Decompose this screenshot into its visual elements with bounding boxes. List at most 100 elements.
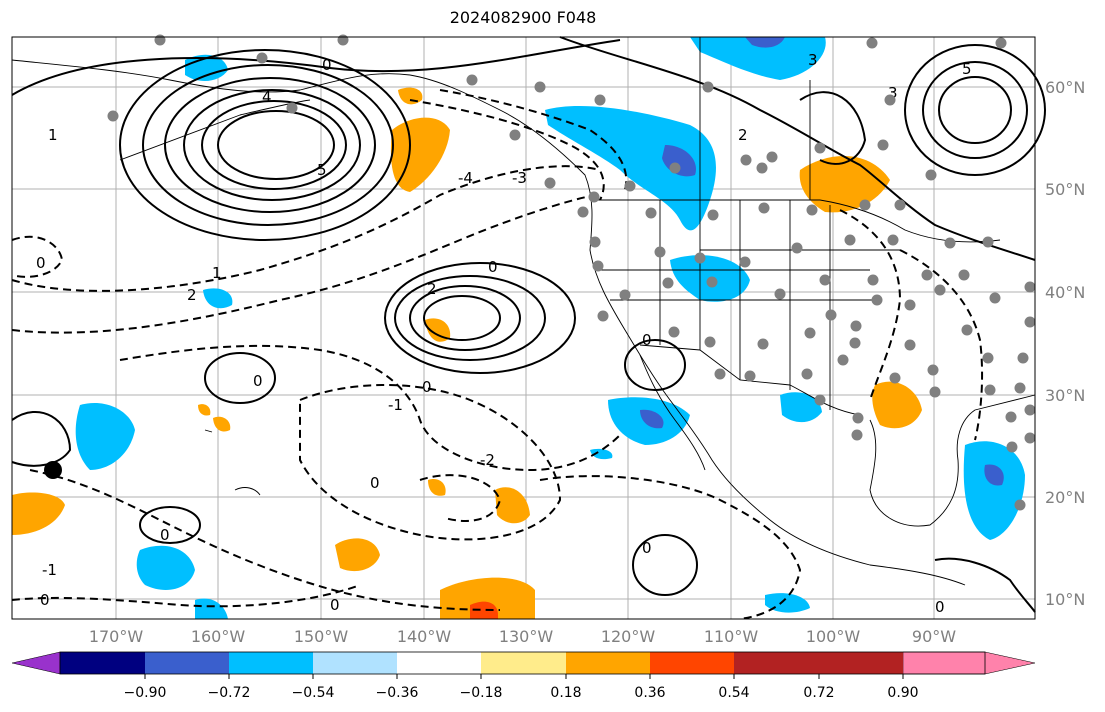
contour-solid-north-3: [11, 410, 72, 467]
colorbar-seg: [313, 652, 397, 674]
colorbar-seg: [60, 652, 145, 674]
colorbar-tick-label: −0.18: [460, 685, 503, 701]
contour-label-0-sw2: 0: [40, 591, 50, 609]
contour-high-northeast-1: [904, 44, 1046, 176]
colorbar-tick-label: 0.18: [550, 685, 581, 701]
contour-neg-7: [409, 99, 605, 201]
contour-zero-south: [632, 534, 698, 596]
lat-label-40n: 40°N: [1045, 283, 1085, 302]
colorbar-tick-label: 0.90: [887, 685, 918, 701]
contour-high-northeast-3: [938, 76, 1012, 144]
contour-solid-canada: [799, 91, 867, 165]
shade-positive-west-edge: [12, 492, 65, 535]
colorbar-tick-label: 0.72: [803, 685, 834, 701]
lon-label-150w: 150°W: [294, 627, 349, 646]
lon-label-170w: 170°W: [89, 627, 144, 646]
contour-label-neg1: -1: [388, 396, 403, 414]
contour-neg-12: [11, 235, 64, 278]
contour-label-0-pacific: 0: [488, 258, 498, 276]
map-frame: [11, 36, 1036, 620]
contour-label-2-pacific: 2: [187, 286, 197, 304]
lat-label-30n: 30°N: [1045, 386, 1085, 405]
contour-label-0-center: 0: [422, 378, 432, 396]
longitude-labels: 170°W 160°W 150°W 140°W 130°W 120°W 110°…: [89, 627, 956, 646]
colorbar-extend-left: [11, 651, 61, 675]
colorbar-tick-label: 0.36: [634, 685, 665, 701]
contour-high-central-pacific-1: [384, 262, 576, 374]
colorbar-extend-right: [902, 651, 1036, 675]
lat-label-60n: 60°N: [1045, 78, 1085, 97]
coast-north-america-west: [409, 74, 966, 586]
shade-positive-pacific-center: [425, 318, 451, 342]
lat-label-20n: 20°N: [1045, 488, 1085, 507]
contour-label-0-south: 0: [642, 539, 652, 557]
shade-negative-equatorial: [195, 598, 228, 619]
shade-positive-south-pacific-2: [335, 538, 380, 572]
contour-solid-se: [934, 557, 1036, 613]
contour-label-neg1-sw: -1: [42, 561, 57, 579]
contour-neg-6: [11, 584, 361, 608]
colorbar-seg: [229, 652, 313, 674]
shade-negative-hawaii-west: [75, 402, 135, 470]
lon-label-140w: 140°W: [397, 627, 452, 646]
contour-label-3-canada: 3: [808, 51, 818, 69]
contour-high-gulf-alaska-4: [183, 89, 361, 201]
contour-high-central-pacific-4: [423, 295, 501, 341]
shade-negative-south-pacific: [765, 593, 810, 613]
shade-negative-texas: [780, 392, 822, 423]
contour-label-0-sw: 0: [160, 526, 170, 544]
coastlines: [11, 37, 1036, 586]
colorbar-seg: [734, 652, 819, 674]
contour-high-gulf-alaska-6: [217, 110, 335, 180]
colorbar-seg: [145, 652, 229, 674]
contour-neg-4: [299, 384, 562, 541]
latitude-labels: 60°N 50°N 40°N 30°N 20°N 10°N: [1045, 78, 1085, 609]
contour-neg-9: [539, 475, 802, 620]
contour-high-gulf-alaska-5: [201, 100, 347, 190]
location-marker: [44, 461, 62, 479]
dashed-contours: [11, 89, 984, 620]
contour-neg-13: [419, 474, 502, 522]
shade-negative-alaska-north: [690, 37, 826, 80]
solid-contours: [11, 36, 1046, 613]
shade-negative-alaska-core: [745, 37, 785, 48]
colorbar-tick-label: −0.54: [292, 685, 335, 701]
contour-label-1-pacific: 1: [212, 264, 222, 282]
coast-gulf-mexico: [869, 394, 1036, 527]
contour-high-central-pacific-3: [409, 285, 521, 351]
coast-baja: [639, 354, 706, 471]
colorbar-tick-label: −0.72: [208, 685, 251, 701]
hawaii-islands: [204, 429, 261, 496]
shade-positive-gulf-alaska: [390, 117, 450, 192]
shade-positive-equatorial-core: [470, 601, 498, 619]
contour-zero-hawaii: [204, 352, 276, 404]
contour-label-3-ne: 3: [888, 84, 898, 102]
lon-label-160w: 160°W: [191, 627, 246, 646]
contour-high-gulf-alaska-1: [119, 49, 411, 241]
contour-label-4: 4: [262, 88, 272, 106]
contour-zero-southwest: [139, 506, 201, 544]
contour-solid-north-1: [11, 39, 621, 96]
contour-neg-10: [839, 209, 902, 401]
shade-negative-gulf-core: [984, 464, 1004, 486]
colorbar-tick-label: −0.90: [124, 685, 167, 701]
shade-negative-nw-canada: [545, 105, 716, 231]
shade-negative-southwest: [136, 545, 195, 590]
colorbar-frame: [59, 651, 986, 675]
contour-label-5: 5: [317, 161, 327, 179]
border-us-mexico: [639, 344, 861, 416]
contour-label-0-north: 0: [322, 56, 332, 74]
contour-label-neg3: -3: [512, 169, 527, 187]
shade-negative-gulf-mexico: [963, 441, 1025, 540]
contour-high-gulf-alaska-2: [142, 64, 394, 226]
contour-label-0-baja: 0: [642, 331, 652, 349]
shade-positive-small-1: [428, 479, 446, 496]
shade-positive-south-pacific-1: [495, 487, 530, 524]
lat-label-10n: 10°N: [1045, 590, 1085, 609]
border-us-canada: [592, 199, 1001, 243]
contour-label-neg0: 0: [370, 474, 380, 492]
contour-label-2-canada: 2: [738, 126, 748, 144]
lon-label-100w: 100°W: [806, 627, 861, 646]
lat-label-50n: 50°N: [1045, 180, 1085, 199]
contour-zero-baja: [624, 339, 686, 391]
